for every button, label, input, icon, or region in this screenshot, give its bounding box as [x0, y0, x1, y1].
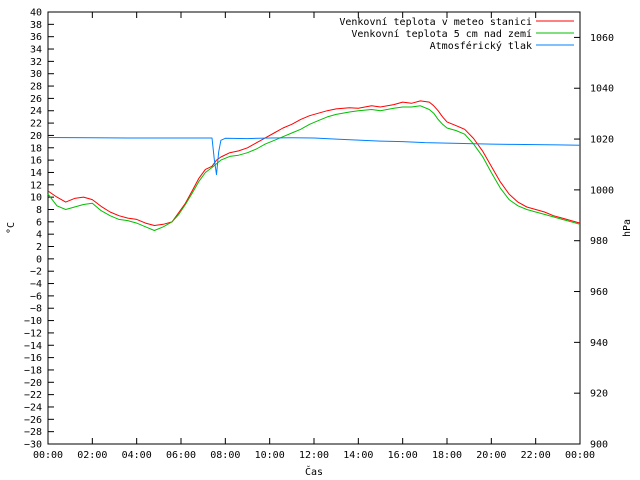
- y-tick-label: 16: [30, 156, 42, 167]
- y2-tick-label: 960: [590, 287, 608, 298]
- axis-ticks: [47, 11, 581, 445]
- x-tick-label: 20:00: [476, 450, 506, 461]
- y-tick-label: 26: [30, 94, 42, 105]
- y-tick-label: 18: [30, 143, 42, 154]
- y-tick-label: 36: [30, 32, 42, 43]
- x-tick-label: 14:00: [343, 450, 373, 461]
- axis-tick-labels: 00:00 02:00 04:00 06:00 08:00 10:00 12:00 14:00…: [24, 8, 614, 462]
- y-tick-label: 38: [30, 20, 42, 31]
- y-tick-label: 12: [30, 180, 42, 191]
- series-line-pressure: [47, 137, 581, 176]
- y-tick-label: −10: [24, 316, 42, 327]
- x-tick-label: 12:00: [299, 450, 329, 461]
- x-tick-label: 02:00: [77, 450, 107, 461]
- legend-label-outdoor-station: Venkovní teplota v meteo stanici: [339, 16, 532, 28]
- y-tick-label: 22: [30, 119, 42, 130]
- x-tick-label: 08:00: [210, 450, 240, 461]
- y2-tick-label: 1000: [590, 185, 614, 196]
- y-tick-label: 6: [36, 217, 42, 228]
- y-tick-label: −2: [30, 267, 42, 278]
- y-tick-label: 0: [36, 254, 42, 265]
- x-tick-label: 00:00: [565, 450, 595, 461]
- y2-tick-label: 1020: [590, 135, 614, 146]
- y-tick-label: 14: [30, 168, 42, 179]
- y2-tick-label: 980: [590, 236, 608, 247]
- y-tick-label: 40: [30, 8, 42, 19]
- y-tick-label: 30: [30, 69, 42, 80]
- series-lines: [47, 100, 581, 231]
- y-tick-label: 28: [30, 82, 42, 93]
- y-tick-label: −20: [24, 378, 42, 389]
- y-tick-label: −30: [24, 440, 42, 451]
- y-tick-label: −18: [24, 365, 42, 376]
- y-tick-label: −24: [24, 402, 42, 413]
- y-tick-label: −16: [24, 353, 42, 364]
- x-axis-label: Čas: [305, 465, 323, 478]
- y-tick-label: −4: [30, 279, 42, 290]
- y2-tick-label: 1060: [590, 33, 614, 44]
- y2-axis-label: hPa: [622, 219, 633, 237]
- x-tick-label: 16:00: [388, 450, 418, 461]
- y2-tick-label: 1040: [590, 84, 614, 95]
- x-tick-label: 22:00: [521, 450, 551, 461]
- y-tick-label: 20: [30, 131, 42, 142]
- y-tick-label: −8: [30, 304, 42, 315]
- y2-tick-label: 920: [590, 389, 608, 400]
- x-tick-label: 18:00: [432, 450, 462, 461]
- x-tick-label: 10:00: [255, 450, 285, 461]
- y-tick-label: −14: [24, 341, 42, 352]
- y-tick-label: 8: [36, 205, 42, 216]
- legend-label-ground-5cm: Venkovní teplota 5 cm nad zemí: [351, 28, 532, 40]
- series-line-ground-5cm: [47, 105, 581, 231]
- series-line-outdoor-station: [47, 100, 581, 226]
- y-tick-label: 2: [36, 242, 42, 253]
- x-tick-label: 06:00: [166, 450, 196, 461]
- y-tick-label: 34: [30, 45, 42, 56]
- y2-tick-label: 940: [590, 338, 608, 349]
- y-tick-label: −28: [24, 427, 42, 438]
- y-tick-label: 4: [36, 230, 42, 241]
- y-tick-label: −6: [30, 291, 42, 302]
- legend: Venkovní teplota v meteo stanici Venkovn…: [339, 16, 574, 52]
- legend-label-pressure: Atmosférický tlak: [430, 40, 532, 52]
- y-tick-label: −26: [24, 415, 42, 426]
- y-axis-label: °C: [6, 222, 17, 234]
- x-tick-label: 04:00: [122, 450, 152, 461]
- x-tick-label: 00:00: [33, 450, 63, 461]
- y-tick-label: 10: [30, 193, 42, 204]
- y-tick-label: −22: [24, 390, 42, 401]
- y2-tick-label: 900: [590, 440, 608, 451]
- y-tick-label: 24: [30, 106, 42, 117]
- y-tick-label: 32: [30, 57, 42, 68]
- y-tick-label: −12: [24, 328, 42, 339]
